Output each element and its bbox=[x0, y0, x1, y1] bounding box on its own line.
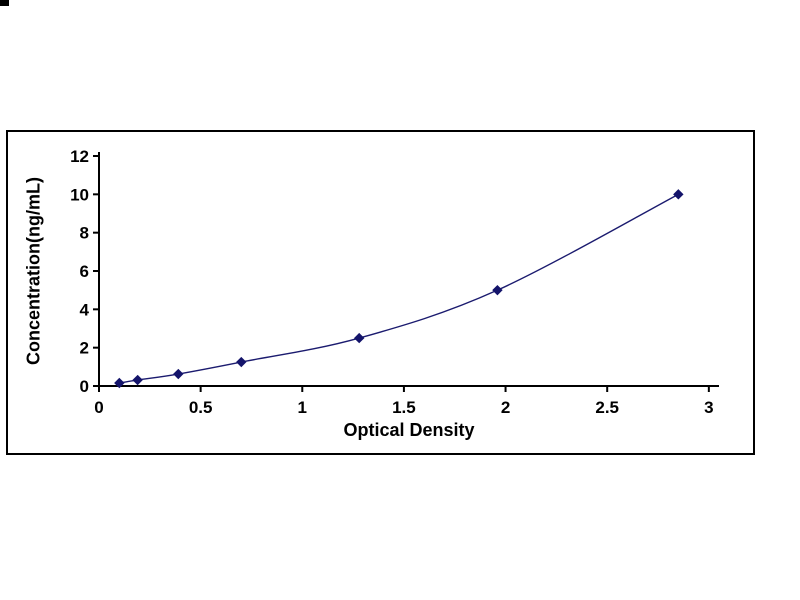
y-tick-label: 2 bbox=[80, 339, 89, 358]
chart-frame: 0 2 4 6 8 10 12 0 0.5 1 1.5 2 2.5 3 Concentration(ng/… bbox=[6, 130, 755, 455]
data-point-marker bbox=[173, 368, 184, 380]
data-point-marker bbox=[132, 374, 143, 386]
x-tick-label: 3 bbox=[704, 398, 713, 417]
data-point-marker bbox=[673, 189, 684, 200]
x-tick-label: 0 bbox=[94, 398, 103, 417]
y-tick-label: 12 bbox=[70, 147, 89, 166]
y-tick-label: 0 bbox=[80, 377, 89, 396]
standard-curve-plot: 0 2 4 6 8 10 12 0 0.5 1 1.5 2 2.5 3 bbox=[70, 147, 719, 417]
x-tick-label: 1.5 bbox=[392, 398, 416, 417]
y-axis-title: Concentration(ng/mL) bbox=[23, 177, 44, 365]
data-point-marker bbox=[492, 284, 503, 296]
y-tick-label: 4 bbox=[80, 300, 90, 319]
data-point-marker bbox=[353, 332, 365, 344]
data-point-marker bbox=[236, 356, 247, 368]
x-axis-title: Optical Density bbox=[343, 420, 475, 440]
y-tick-label: 8 bbox=[80, 224, 89, 243]
x-tick-label: 2.5 bbox=[595, 398, 619, 417]
corner-artifact bbox=[0, 0, 9, 6]
curve-line bbox=[119, 193, 679, 384]
y-tick-label: 10 bbox=[70, 185, 89, 204]
data-point-marker bbox=[114, 377, 125, 389]
y-tick-label: 6 bbox=[80, 262, 89, 281]
x-tick-label: 0.5 bbox=[189, 398, 213, 417]
x-tick-label: 2 bbox=[501, 398, 510, 417]
x-tick-label: 1 bbox=[298, 398, 307, 417]
